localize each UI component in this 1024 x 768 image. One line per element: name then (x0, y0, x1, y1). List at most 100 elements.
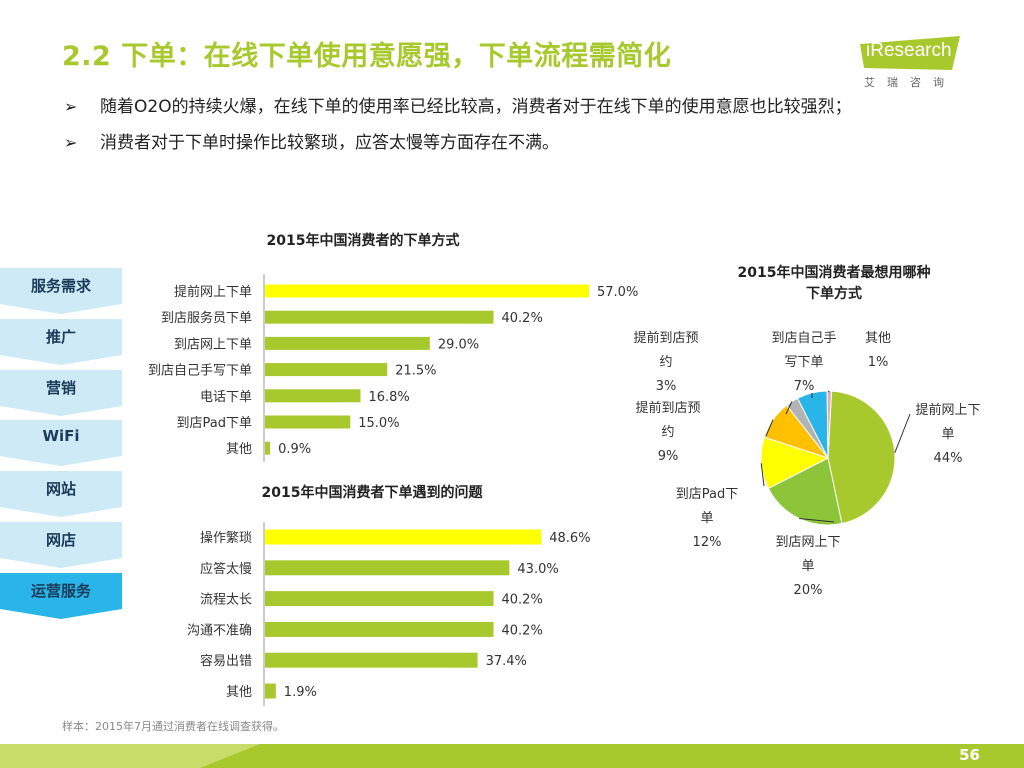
bar (265, 560, 510, 576)
bar-category-label: 应答太慢 (200, 561, 252, 577)
pie-leader-line (799, 517, 835, 523)
sidebar-item[interactable]: WiFi (0, 420, 122, 467)
pie-category-label: 提前到店预 (633, 330, 698, 346)
pie-category-label: 单 (941, 427, 954, 442)
bar-value-label: 43.0% (517, 562, 558, 577)
sidebar-item-label: 推广 (45, 327, 76, 346)
pie-category-label: 单 (801, 559, 814, 574)
bar-category-label: 其他 (226, 442, 252, 457)
bar (265, 389, 361, 403)
pie-category-label: 提前网上下 (915, 402, 980, 418)
sidebar-item[interactable]: 网站 (0, 471, 122, 518)
page-number: 56 (959, 746, 980, 764)
bar-value-label: 48.6% (549, 531, 590, 546)
sidebar-item-label: 服务需求 (30, 277, 91, 295)
sidebar-item[interactable]: 运营服务 (0, 572, 122, 619)
bar-category-label: 容易出错 (200, 653, 252, 669)
bullet-list: ➢ 随着O2O的持续火爆，在线下单的使用率已经比较高，消费者对于在线下单的使用意… (64, 93, 852, 165)
bullet-text: 随着O2O的持续火爆，在线下单的使用率已经比较高，消费者对于在线下单的使用意愿也… (100, 97, 852, 117)
bar-value-label: 40.2% (502, 593, 543, 608)
sidebar-item-label: 网站 (45, 480, 76, 499)
pie-category-label: 单 (700, 511, 713, 526)
bar-value-label: 37.4% (486, 654, 527, 669)
sidebar-item-shape (0, 572, 122, 619)
logo-badge (860, 36, 960, 70)
bar-category-label: 到店网上下单 (174, 337, 252, 352)
bullet-item: ➢ 随着O2O的持续火爆，在线下单的使用率已经比较高，消费者对于在线下单的使用意… (64, 93, 852, 129)
bar-category-label: 沟通不准确 (187, 623, 252, 638)
chart-title: 2015年中国消费者下单遇到的问题 (262, 484, 484, 501)
pie-slice (826, 390, 833, 459)
bar-value-label: 29.0% (438, 337, 479, 352)
bar-category-label: 电话下单 (200, 390, 252, 405)
sidebar-item[interactable]: 网店 (0, 522, 122, 568)
logo-subtitle: 艾瑞咨询 (864, 76, 956, 89)
pie-category-label: 写下单 (784, 355, 823, 370)
pie-slice (827, 390, 896, 525)
pie-category-label: 到店自己手 (771, 331, 836, 346)
sidebar-item-shape (0, 420, 122, 467)
pie-leader-line (765, 419, 774, 437)
pie-leader-line (760, 463, 765, 487)
bar-category-label: 其他 (226, 685, 252, 700)
bar (265, 284, 589, 298)
bar-value-label: 57.0% (597, 285, 638, 300)
bar-category-label: 提前网上下单 (174, 284, 252, 300)
pie-value-label: 44% (934, 451, 963, 466)
bullet-text: 消费者对于下单时操作比较繁琐，应答太慢等方面存在不满。 (100, 133, 559, 153)
bar (265, 310, 494, 324)
pie-leader-line (827, 390, 830, 393)
sidebar-item-label: 营销 (45, 378, 76, 397)
footnote: 样本：2015年7月通过消费者在线调查获得。 (62, 720, 284, 733)
chart-title: 2015年中国消费者的下单方式 (267, 232, 460, 249)
pie-value-label: 12% (693, 535, 722, 550)
sidebar-item-shape (0, 369, 122, 416)
pie-leader-line (894, 413, 911, 453)
bar (265, 415, 351, 429)
sidebar-item[interactable]: 营销 (0, 369, 122, 416)
bar-value-label: 15.0% (358, 416, 399, 431)
bar-value-label: 16.8% (368, 390, 409, 405)
bar (265, 363, 388, 377)
bullet-item: ➢ 消费者对于下单时操作比较繁琐，应答太慢等方面存在不满。 (64, 129, 852, 165)
bar-value-label: 40.2% (502, 311, 543, 326)
bar (265, 652, 478, 668)
bar-value-label: 40.2% (502, 623, 543, 638)
logo-text: iResearch (866, 40, 952, 61)
pie-value-label: 20% (794, 583, 823, 598)
pie-value-label: 7% (794, 379, 815, 394)
iresearch-logo: iResearch 艾瑞咨询 (860, 36, 970, 96)
sidebar-item-label: 运营服务 (30, 581, 91, 600)
sidebar-item-label: WiFi (42, 427, 80, 446)
sidebar-item[interactable]: 服务需求 (0, 268, 122, 314)
page-title: 2.2 下单：在线下单使用意愿强，下单流程需简化 (62, 41, 672, 72)
chart-title: 下单方式 (806, 285, 862, 302)
bar (265, 591, 494, 607)
bar-category-label: 到店自己手写下单 (148, 364, 252, 379)
bar-value-label: 0.9% (278, 442, 311, 457)
pie-category-label: 提前到店预 (635, 400, 700, 416)
pie-category-label: 约 (661, 425, 674, 440)
pie-category-label: 到店网上下 (775, 535, 840, 550)
pie-value-label: 9% (658, 449, 679, 464)
sidebar-item[interactable]: 推广 (0, 318, 122, 365)
sidebar-item-shape (0, 522, 122, 568)
pie-value-label: 1% (868, 355, 889, 370)
sidebar-item-label: 网店 (45, 531, 76, 549)
bullet-arrow-icon: ➢ (64, 133, 78, 152)
bar-category-label: 到店服务员下单 (161, 310, 252, 326)
pie-leader-line (785, 401, 793, 415)
bullet-arrow-icon: ➢ (64, 97, 78, 116)
pie-category-label: 到店Pad下 (676, 487, 738, 502)
chart-title: 2015年中国消费者最想用哪种 (738, 264, 931, 281)
sidebar-item-shape (0, 268, 122, 314)
footer-bar (0, 744, 1024, 768)
pie-value-label: 3% (656, 379, 677, 394)
bar (265, 441, 271, 455)
bar-category-label: 流程太长 (200, 593, 252, 608)
bar (265, 529, 542, 545)
bar-value-label: 1.9% (284, 685, 317, 700)
sidebar-item-shape (0, 471, 122, 518)
pie-category-label: 约 (659, 355, 672, 370)
sidebar-item-shape (0, 318, 122, 365)
